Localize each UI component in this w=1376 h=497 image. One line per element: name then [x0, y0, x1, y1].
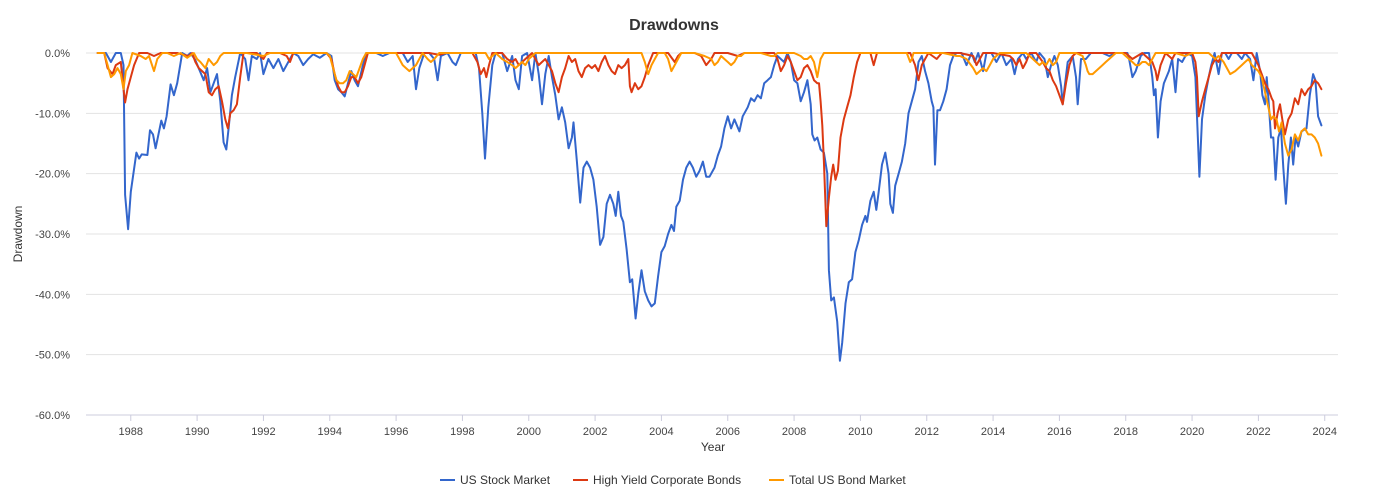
legend-item[interactable]: High Yield Corporate Bonds [573, 473, 741, 487]
x-tick-label: 2020 [1180, 426, 1204, 438]
legend-label: High Yield Corporate Bonds [593, 473, 741, 487]
y-tick-label: 0.0% [45, 48, 70, 60]
x-tick-label: 2012 [915, 426, 939, 438]
x-axis-label: Year [701, 440, 725, 454]
x-tick-label: 2006 [716, 426, 740, 438]
legend-label: US Stock Market [460, 473, 551, 487]
legend-item[interactable]: Total US Bond Market [769, 473, 906, 487]
y-tick-label: -50.0% [35, 350, 70, 362]
y-axis-label: Drawdown [11, 206, 25, 263]
chart-title: Drawdowns [629, 17, 719, 34]
grid-lines [86, 52, 1338, 416]
x-tick-label: 2014 [981, 426, 1005, 438]
x-tick-label: 2016 [1047, 426, 1071, 438]
series-line-high-yield-corporate-bonds [96, 52, 1323, 228]
y-tick-label: -60.0% [35, 410, 70, 422]
x-tick-label: 2010 [848, 426, 872, 438]
y-tick-label: -30.0% [35, 229, 70, 241]
x-tick-label: 2008 [782, 426, 806, 438]
x-tick-label: 1988 [119, 426, 143, 438]
legend-label: Total US Bond Market [789, 473, 906, 487]
x-tick-label: 2000 [517, 426, 541, 438]
series-lines [96, 52, 1323, 362]
x-axis-ticks: 1988 1990 1992 1994 1996 1998 2000 2002 2004 2006… [119, 415, 1337, 438]
x-tick-label: 2002 [583, 426, 607, 438]
x-tick-label: 2024 [1312, 426, 1336, 438]
x-tick-label: 2004 [649, 426, 673, 438]
x-tick-label: 1992 [251, 426, 275, 438]
legend-item[interactable]: US Stock Market [440, 473, 551, 487]
series-line-us-stock-market [96, 52, 1323, 362]
legend: US Stock Market High Yield Corporate Bond… [440, 473, 906, 487]
x-tick-label: 1994 [318, 426, 342, 438]
x-tick-label: 1990 [185, 426, 209, 438]
y-tick-label: -10.0% [35, 108, 70, 120]
x-tick-label: 2022 [1246, 426, 1270, 438]
x-tick-label: 1996 [384, 426, 408, 438]
x-tick-label: 2018 [1113, 426, 1137, 438]
x-tick-label: 1998 [450, 426, 474, 438]
series-line-total-us-bond-market [96, 52, 1323, 157]
y-tick-label: -40.0% [35, 289, 70, 301]
y-tick-label: -20.0% [35, 169, 70, 181]
y-axis-ticks: 0.0% -10.0% -20.0% -30.0% -40.0% -50.0% -60.0% [35, 48, 70, 422]
